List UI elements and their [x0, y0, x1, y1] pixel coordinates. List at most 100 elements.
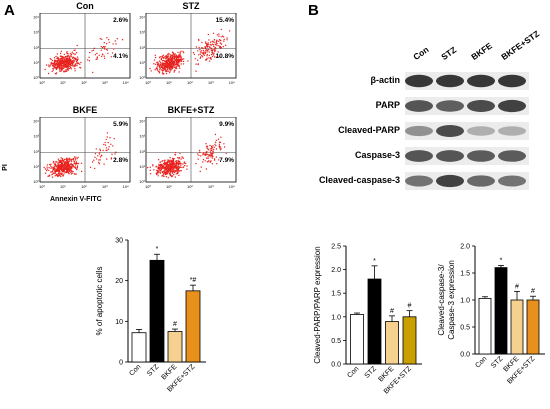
blot-band	[467, 150, 495, 162]
blot-strip	[405, 147, 529, 165]
blot-band	[498, 99, 526, 113]
blot-strip	[405, 72, 529, 90]
lower-right-percent: 4.1%	[113, 53, 128, 60]
upper-right-percent: 2.6%	[113, 17, 128, 24]
significance-mark: *#	[190, 277, 197, 284]
y-tick-label: 10⁰	[139, 180, 145, 184]
blot-band	[467, 100, 495, 112]
lower-right-percent: 10.8%	[216, 53, 235, 60]
y-tick-label: 0.5	[460, 325, 470, 332]
y-tick-label: 2.0	[331, 267, 341, 274]
lane-label: BKFE+STZ	[499, 28, 542, 62]
category-label: STZ	[146, 363, 161, 378]
blot-band	[498, 126, 526, 136]
panel-b-letter: B	[308, 2, 319, 19]
y-tick-label: 10³	[140, 31, 146, 35]
y-tick-label: 2.5	[331, 244, 341, 251]
lane-label: STZ	[439, 44, 459, 62]
x-tick-label: 10⁴	[123, 81, 129, 85]
significance-mark: #	[515, 283, 519, 290]
significance-mark: *	[500, 257, 503, 264]
x-tick-label: 10⁰	[39, 185, 45, 189]
lower-right-percent: 2.8%	[113, 157, 128, 164]
bar	[185, 290, 201, 363]
blot-band	[436, 125, 464, 137]
blot-band	[467, 126, 495, 136]
parp-bar-chart: 0.0 0.5 1.0 1.5 2.0 2.5 Cleaved-PARP/PARP expr…	[313, 244, 422, 396]
flow-plot-title: Con	[76, 1, 94, 11]
upper-right-percent: 9.9%	[219, 121, 234, 128]
x-tick-label: 10⁴	[229, 185, 235, 189]
y-tick-label: 10¹	[140, 165, 146, 169]
caspase-bar-chart: 0.0 0.5 1.0 1.5 2.0 Cleaved-caspase-3/Caspase…	[437, 244, 545, 386]
blot-label: Cleaved-caspase-3	[318, 175, 400, 185]
y-tick-label: 10⁴	[33, 120, 39, 124]
blot-band	[436, 150, 464, 162]
x-tick-label: 10¹	[60, 81, 66, 85]
significance-mark: #	[408, 303, 412, 310]
bar	[510, 299, 524, 355]
y-tick-label: 10²	[34, 46, 40, 50]
y-tick-label: 10²	[140, 150, 146, 154]
x-tick-label: 10³	[208, 81, 214, 85]
blot-strip	[405, 97, 529, 115]
y-tick-label: 10²	[34, 150, 40, 154]
x-tick-label: 10⁴	[123, 185, 129, 189]
category-label: Con	[128, 363, 142, 377]
blot-band	[467, 74, 495, 88]
y-tick-label: 0.0	[331, 362, 341, 369]
blot-band	[436, 74, 464, 88]
y-tick-label: 10¹	[34, 61, 40, 65]
x-tick-label: 10²	[187, 81, 193, 85]
x-tick-label: 10¹	[60, 185, 66, 189]
bar	[494, 267, 508, 355]
y-tick-label: 0.5	[331, 338, 341, 345]
blot-band	[405, 74, 433, 88]
flow-plot-title: BKFE	[72, 105, 98, 115]
lane-label: Con	[411, 44, 431, 62]
flow-plot-title: BKFE+STZ	[167, 105, 215, 115]
event-dots	[44, 37, 124, 75]
y-axis-label: % of apoptotic cells	[95, 267, 104, 336]
y-tick-label: 10¹	[140, 61, 146, 65]
blot-band	[498, 150, 526, 162]
blot-band	[405, 175, 433, 187]
y-tick-label: 30	[115, 238, 123, 245]
y-tick-label: 10⁰	[33, 76, 39, 80]
bar	[149, 259, 165, 363]
flow-plot-title: STZ	[182, 1, 200, 11]
event-dots	[147, 133, 227, 179]
blot-label: PARP	[375, 100, 400, 110]
y-axis-label: Cleaved-caspase-3/	[437, 264, 446, 336]
lower-right-percent: 7.9%	[219, 157, 234, 164]
bar	[350, 314, 364, 365]
y-axis-label: Caspase-3 expression	[447, 260, 456, 340]
event-dots	[149, 28, 231, 75]
blot-band	[498, 175, 526, 187]
bar	[385, 321, 399, 365]
blot-band	[405, 100, 433, 112]
y-tick-label: 10⁴	[33, 16, 39, 20]
y-tick-label: 10¹	[34, 165, 40, 169]
significance-mark: #	[173, 321, 177, 328]
x-tick-label: 10³	[208, 185, 214, 189]
category-label: Con	[346, 365, 360, 379]
x-tick-label: 10³	[102, 185, 108, 189]
x-tick-label: 10⁰	[145, 185, 151, 189]
blot-band	[467, 175, 495, 187]
y-tick-label: 0	[119, 360, 123, 367]
bar	[367, 278, 382, 365]
y-tick-label: 10⁰	[33, 180, 39, 184]
y-tick-label: 1.0	[331, 314, 341, 321]
y-axis-label: Cleaved-PARP/PARP expression	[313, 246, 322, 363]
blot-strip	[405, 172, 529, 190]
x-tick-label: 10²	[187, 185, 193, 189]
x-tick-label: 10²	[81, 81, 87, 85]
blot-label: Cleaved-PARP	[338, 125, 400, 135]
x-tick-label: 10¹	[166, 81, 172, 85]
lane-label: BKFE	[469, 40, 494, 62]
